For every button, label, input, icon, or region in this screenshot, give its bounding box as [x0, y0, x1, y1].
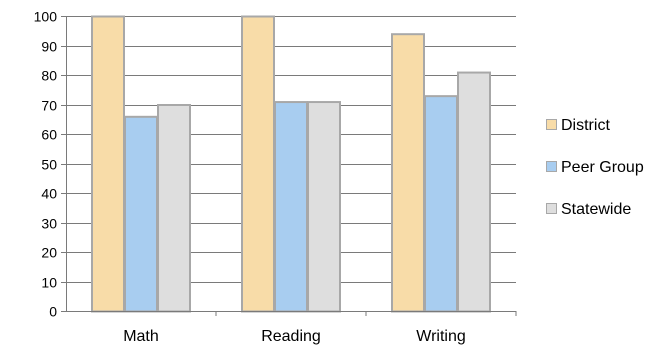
bar-math-district: [91, 15, 125, 313]
bars: [91, 15, 491, 313]
legend-swatch: [546, 203, 557, 214]
x-category-label: Math: [123, 328, 159, 345]
y-tick-label: 100: [34, 9, 58, 25]
y-tick-label: 70: [41, 98, 57, 114]
x-category-labels: Math Reading Writing: [123, 328, 466, 345]
x-category-label: Reading: [261, 328, 321, 345]
y-tick-label: 80: [41, 68, 57, 84]
bar-math-statewide: [157, 104, 191, 313]
legend-item-district: District: [546, 117, 610, 134]
bar-reading-peer-group: [274, 101, 308, 313]
legend-swatch: [546, 119, 557, 130]
x-category-label: Writing: [416, 328, 466, 345]
legend-label: District: [561, 117, 610, 134]
legend: District Peer Group Statewide: [546, 117, 644, 218]
bar-reading-statewide: [307, 101, 341, 313]
y-tick-label: 50: [41, 157, 57, 173]
y-tick-label: 0: [49, 304, 57, 320]
y-tick-label: 20: [41, 245, 57, 261]
bar-writing-statewide: [457, 71, 491, 313]
y-tick-label: 40: [41, 186, 57, 202]
legend-swatch: [546, 161, 557, 172]
y-tick-label: 30: [41, 216, 57, 232]
y-tick-label: 10: [41, 275, 57, 291]
legend-label: Statewide: [561, 201, 631, 218]
bar-writing-peer-group: [424, 95, 458, 313]
bar-reading-district: [241, 15, 275, 313]
legend-label: Peer Group: [561, 159, 644, 176]
y-tick-label: 90: [41, 39, 57, 55]
legend-item-statewide: Statewide: [546, 201, 631, 218]
axes: [61, 16, 517, 316]
legend-item-peer-group: Peer Group: [546, 159, 644, 176]
bar-math-peer-group: [124, 115, 158, 313]
bar-writing-district: [391, 33, 425, 313]
y-tick-labels: 0 10 20 30 40 50 60 70 80 90 100: [34, 9, 58, 320]
y-tick-label: 60: [41, 127, 57, 143]
